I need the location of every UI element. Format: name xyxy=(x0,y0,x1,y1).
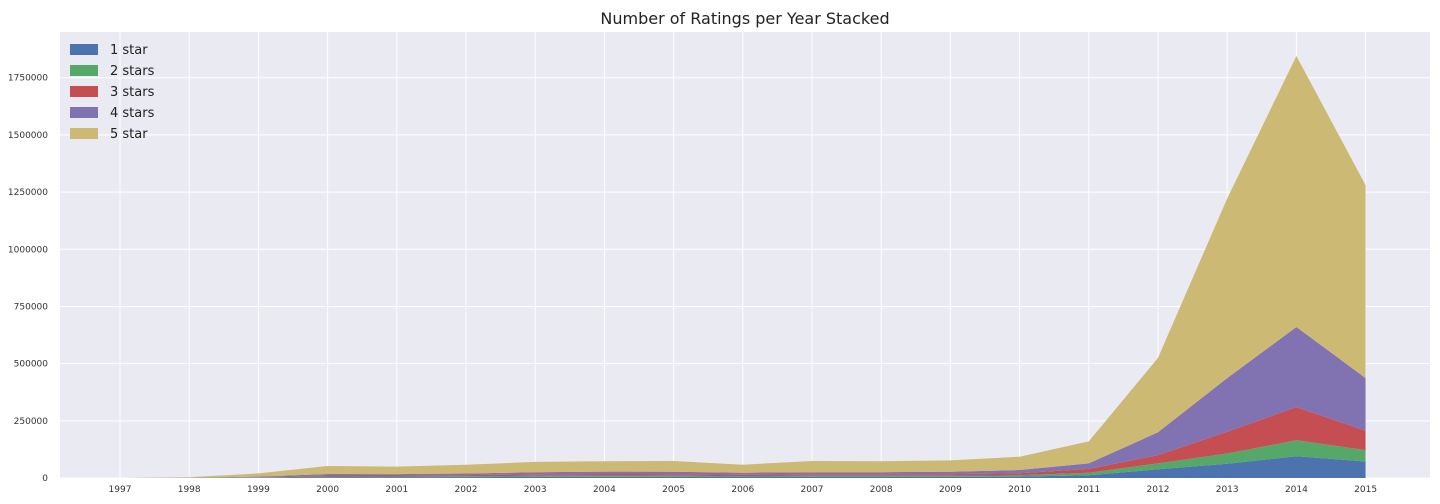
legend-label: 2 stars xyxy=(110,64,155,79)
y-tick-label: 0 xyxy=(42,474,48,484)
x-tick-label: 1998 xyxy=(178,485,201,495)
y-axis-ticks: 0 250000 500000 750000 1000000 1250000 1500000… xyxy=(8,74,48,484)
x-tick-label: 2010 xyxy=(1008,485,1031,495)
x-tick-label: 2000 xyxy=(316,485,339,495)
x-tick-label: 2007 xyxy=(801,485,824,495)
area-series-1 xyxy=(120,456,1366,478)
x-tick-label: 2011 xyxy=(1077,485,1100,495)
x-tick-label: 2005 xyxy=(662,485,685,495)
x-tick-label: 2009 xyxy=(939,485,962,495)
legend-label: 3 stars xyxy=(110,85,155,100)
legend: 1 star 2 stars 3 stars 4 stars 5 star xyxy=(70,43,155,142)
x-tick-label: 2004 xyxy=(593,485,616,495)
x-tick-label: 2001 xyxy=(385,485,408,495)
x-tick-label: 2006 xyxy=(731,485,754,495)
x-tick-label: 2013 xyxy=(1216,485,1239,495)
x-tick-label: 1997 xyxy=(109,485,132,495)
x-tick-label: 2015 xyxy=(1354,485,1377,495)
y-tick-label: 1000000 xyxy=(8,245,48,255)
legend-label: 1 star xyxy=(110,43,148,58)
legend-label: 4 stars xyxy=(110,106,155,121)
y-tick-label: 500000 xyxy=(14,360,49,370)
x-axis-ticks: 1997 1998 1999 2000 2001 2002 2003 2004 2005 2006… xyxy=(109,485,1378,495)
y-tick-label: 250000 xyxy=(14,417,49,427)
x-tick-label: 1999 xyxy=(247,485,270,495)
y-tick-label: 1250000 xyxy=(8,188,48,198)
y-tick-label: 1500000 xyxy=(8,131,48,141)
y-tick-label: 750000 xyxy=(14,302,49,312)
legend-label: 5 star xyxy=(110,127,148,142)
legend-swatch xyxy=(70,86,98,97)
legend-swatch xyxy=(70,65,98,76)
x-tick-label: 2014 xyxy=(1285,485,1308,495)
legend-swatch xyxy=(70,107,98,118)
x-tick-label: 2008 xyxy=(870,485,893,495)
chart-title: Number of Ratings per Year Stacked xyxy=(600,9,889,28)
series-areas xyxy=(120,56,1366,478)
y-tick-label: 1750000 xyxy=(8,74,48,84)
x-tick-label: 2012 xyxy=(1147,485,1170,495)
x-tick-label: 2002 xyxy=(455,485,478,495)
legend-swatch xyxy=(70,128,98,139)
legend-swatch xyxy=(70,44,98,55)
grid xyxy=(60,32,1430,479)
x-tick-label: 2003 xyxy=(524,485,547,495)
